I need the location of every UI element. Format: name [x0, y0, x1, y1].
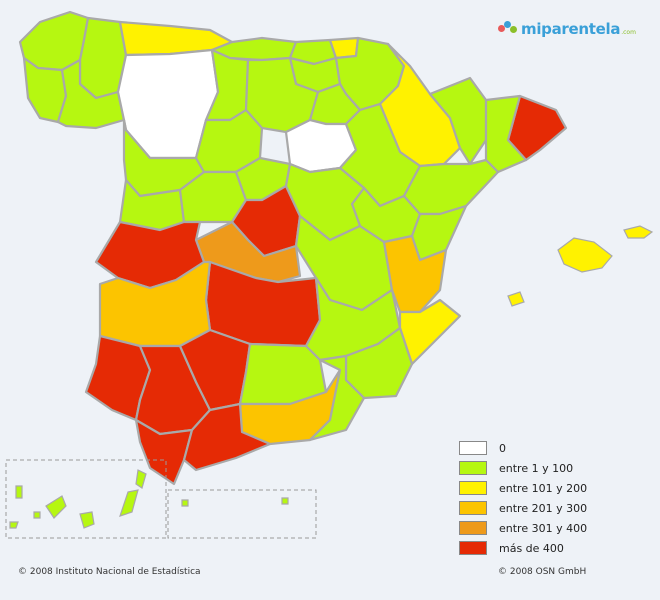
province-barcelona — [484, 94, 528, 174]
legend-swatch — [459, 501, 487, 515]
island-tenerife — [45, 495, 67, 519]
island-la-palma — [15, 485, 23, 499]
legend-row: más de 400 — [459, 538, 649, 558]
province-valencia — [382, 234, 448, 314]
legend-swatch — [459, 461, 487, 475]
island-gran-canaria — [79, 511, 95, 529]
legend-row: entre 201 y 300 — [459, 498, 649, 518]
legend-row: entre 101 y 200 — [459, 478, 649, 498]
legend-label: entre 1 y 100 — [499, 461, 574, 475]
island-ibiza — [507, 291, 525, 307]
ceuta-melilla-inset — [167, 489, 317, 539]
logo-suffix: .com — [621, 28, 636, 36]
legend-label: 0 — [499, 441, 506, 455]
map-legend: 0 entre 1 y 100 entre 101 y 200 entre 201 y… — [459, 438, 649, 558]
legend-label: más de 400 — [499, 541, 564, 555]
legend-swatch — [459, 441, 487, 455]
province-gipuzkoa — [328, 36, 360, 60]
territory-melilla — [281, 497, 289, 505]
legend-swatch — [459, 481, 487, 495]
island-lanzarote — [135, 469, 147, 489]
province-tarragona — [402, 158, 500, 216]
province-malaga — [182, 402, 272, 472]
legend-label: entre 301 y 400 — [499, 521, 588, 535]
province-jaen — [238, 342, 328, 406]
logo-people-icon — [498, 21, 518, 37]
canary-islands-inset — [5, 459, 167, 539]
province-almeria — [308, 354, 366, 442]
island-mallorca — [557, 237, 613, 273]
legend-swatch — [459, 521, 487, 535]
legend-swatch — [459, 541, 487, 555]
island-el-hierro — [9, 521, 19, 529]
logo-text: miparentela — [521, 20, 621, 38]
legend-label: entre 101 y 200 — [499, 481, 588, 495]
legend-row: entre 1 y 100 — [459, 458, 649, 478]
province-lleida — [428, 76, 488, 166]
legend-label: entre 201 y 300 — [499, 501, 588, 515]
province-cadiz — [134, 418, 194, 486]
island-fuerteventura — [119, 489, 139, 517]
copyright-osn: © 2008 OSN GmbH — [498, 567, 587, 577]
copyright-ine: © 2008 Instituto Nacional de Estadística — [18, 567, 201, 577]
legend-row: 0 — [459, 438, 649, 458]
island-menorca — [623, 225, 654, 239]
territory-ceuta — [181, 499, 189, 507]
island-la-gomera — [33, 511, 41, 519]
legend-row: entre 301 y 400 — [459, 518, 649, 538]
miparentela-logo[interactable]: miparentela .com — [498, 18, 636, 40]
